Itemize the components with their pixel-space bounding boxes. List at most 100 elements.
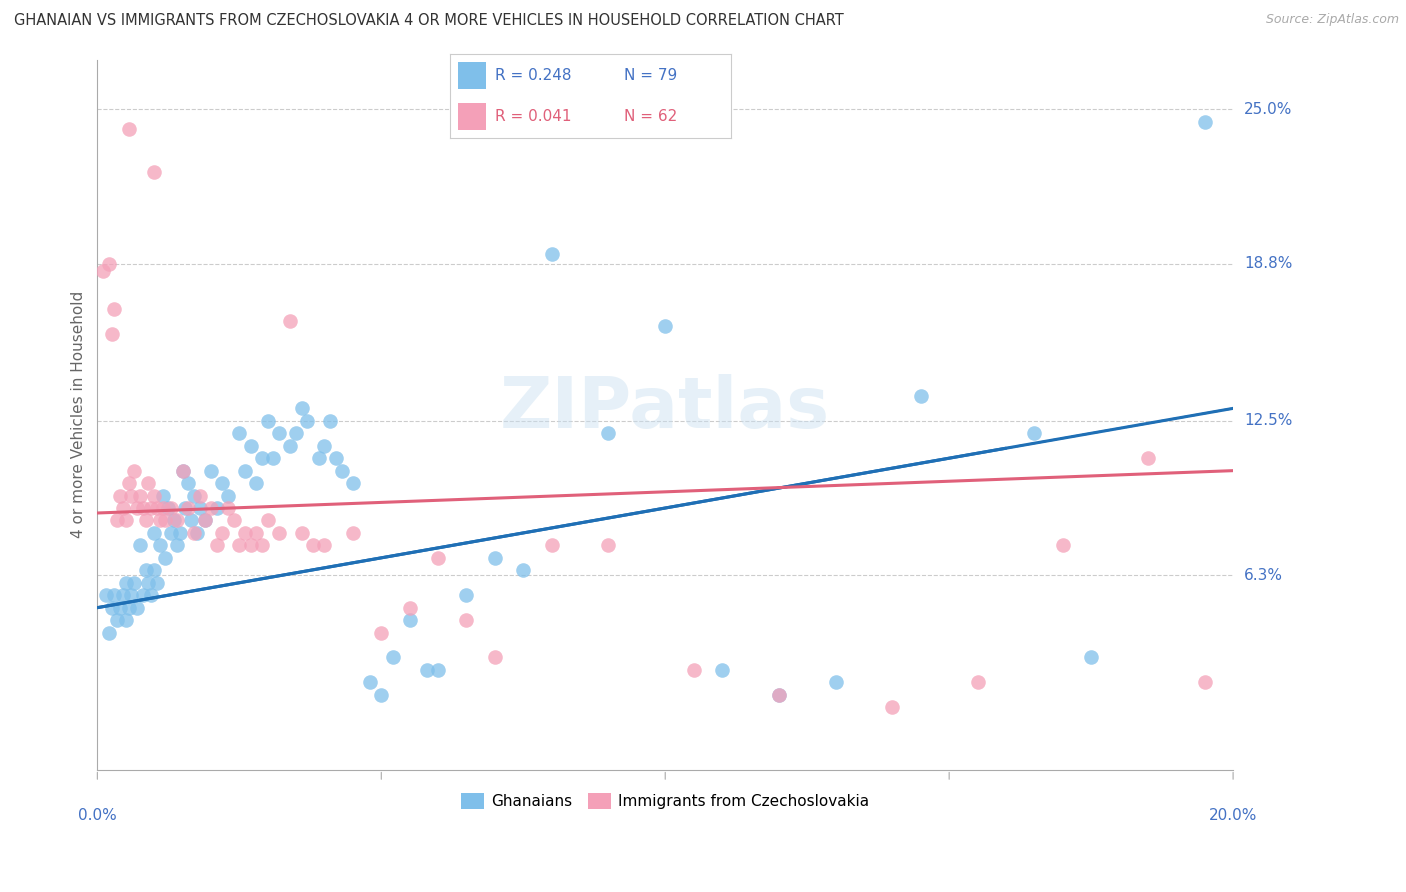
Point: [1194, 115, 1216, 129]
Point: [308, 451, 330, 466]
Text: ZIPatlas: ZIPatlas: [501, 374, 831, 442]
Point: [285, 426, 308, 441]
Point: [711, 663, 734, 677]
Point: [149, 538, 172, 552]
Point: [302, 538, 325, 552]
Point: [882, 700, 904, 714]
Point: [1136, 451, 1159, 466]
Point: [598, 538, 620, 552]
Legend: Ghanaians, Immigrants from Czechoslovakia: Ghanaians, Immigrants from Czechoslovaki…: [454, 787, 876, 815]
Point: [540, 247, 562, 261]
Point: [211, 476, 233, 491]
Point: [100, 600, 122, 615]
Point: [233, 525, 256, 540]
Text: Source: ZipAtlas.com: Source: ZipAtlas.com: [1265, 13, 1399, 27]
Point: [97, 257, 120, 271]
Point: [370, 688, 392, 702]
Point: [143, 489, 166, 503]
Point: [186, 525, 208, 540]
Point: [228, 426, 250, 441]
Point: [966, 675, 988, 690]
Point: [415, 663, 437, 677]
Point: [122, 575, 145, 590]
Point: [319, 414, 342, 428]
Point: [138, 476, 160, 491]
Point: [105, 613, 128, 627]
Point: [135, 563, 157, 577]
Point: [330, 464, 353, 478]
Point: [291, 525, 314, 540]
Point: [146, 501, 169, 516]
Point: [262, 451, 284, 466]
Point: [314, 538, 336, 552]
Point: [256, 513, 278, 527]
Point: [183, 525, 205, 540]
Point: [103, 588, 125, 602]
Point: [129, 489, 152, 503]
Point: [141, 588, 163, 602]
Point: [398, 613, 420, 627]
Point: [127, 501, 149, 516]
Point: [143, 563, 166, 577]
Text: 18.8%: 18.8%: [1244, 256, 1292, 271]
Point: [100, 326, 122, 341]
Point: [267, 426, 290, 441]
Bar: [458, 103, 486, 130]
Point: [245, 525, 267, 540]
Text: N = 62: N = 62: [624, 109, 678, 124]
Point: [267, 525, 290, 540]
Point: [250, 538, 273, 552]
Point: [239, 439, 262, 453]
Point: [120, 588, 142, 602]
Point: [342, 525, 364, 540]
Point: [160, 525, 183, 540]
Point: [143, 525, 166, 540]
Point: [160, 501, 183, 516]
Point: [200, 501, 222, 516]
Point: [381, 650, 404, 665]
Point: [117, 600, 139, 615]
Point: [172, 464, 194, 478]
Point: [141, 501, 163, 516]
Point: [342, 476, 364, 491]
Y-axis label: 4 or more Vehicles in Household: 4 or more Vehicles in Household: [72, 291, 86, 538]
Point: [105, 513, 128, 527]
Point: [325, 451, 347, 466]
Point: [177, 476, 200, 491]
Point: [540, 538, 562, 552]
Point: [233, 464, 256, 478]
Point: [250, 451, 273, 466]
Point: [1052, 538, 1074, 552]
Point: [824, 675, 846, 690]
Point: [1080, 650, 1102, 665]
Point: [512, 563, 534, 577]
Point: [146, 575, 169, 590]
Text: N = 79: N = 79: [624, 68, 678, 83]
Point: [108, 600, 131, 615]
Point: [427, 550, 450, 565]
Point: [1024, 426, 1046, 441]
Point: [598, 426, 620, 441]
Point: [117, 476, 139, 491]
Text: 20.0%: 20.0%: [1209, 808, 1257, 823]
Point: [174, 501, 197, 516]
Point: [217, 489, 239, 503]
Point: [155, 513, 177, 527]
Point: [172, 464, 194, 478]
Point: [143, 164, 166, 178]
Point: [200, 464, 222, 478]
Point: [194, 513, 217, 527]
Point: [222, 513, 245, 527]
Point: [138, 575, 160, 590]
Text: 6.3%: 6.3%: [1244, 568, 1284, 582]
Point: [149, 513, 172, 527]
Point: [1194, 675, 1216, 690]
Point: [427, 663, 450, 677]
Point: [114, 513, 136, 527]
Point: [291, 401, 314, 416]
Point: [359, 675, 381, 690]
Point: [205, 538, 228, 552]
Point: [314, 439, 336, 453]
Text: R = 0.041: R = 0.041: [495, 109, 571, 124]
Point: [484, 650, 506, 665]
